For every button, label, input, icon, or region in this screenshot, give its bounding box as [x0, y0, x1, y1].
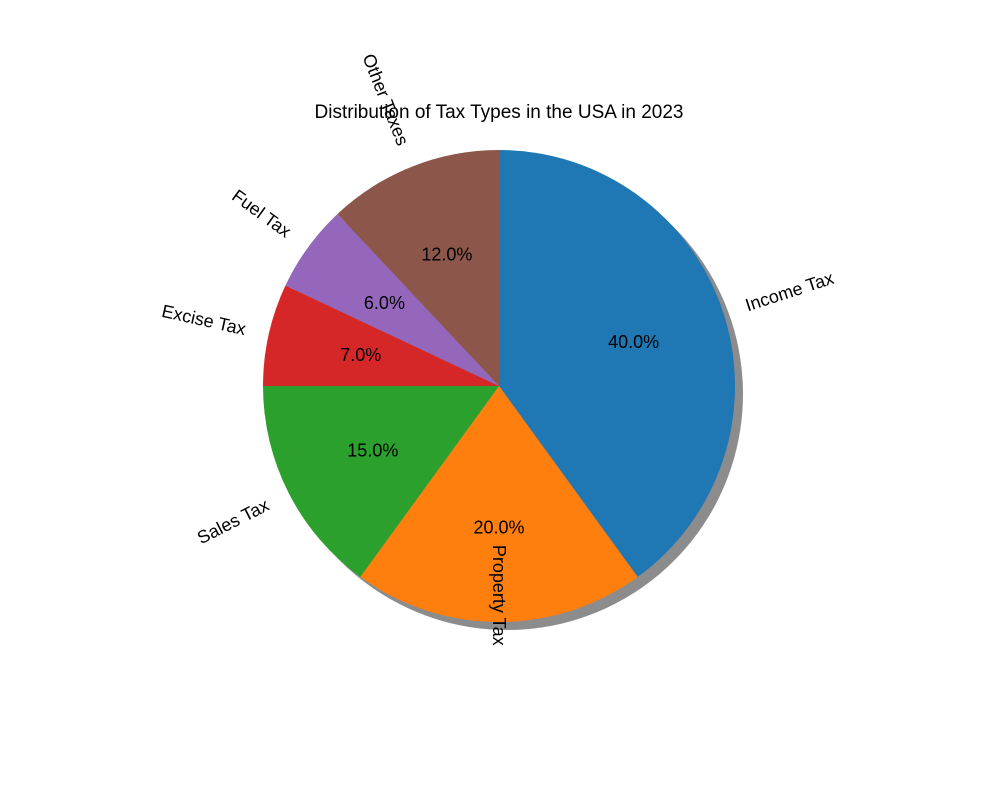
pie-slice-income-tax	[499, 150, 736, 577]
pie-slice-property-tax	[360, 386, 638, 623]
pie-value-label-sales-tax: 15.0%	[347, 440, 398, 460]
pie-value-label-excise-tax: 7.0%	[340, 345, 381, 365]
pie-slice-sales-tax	[263, 386, 499, 577]
percentage-label-layer: 40.0% 20.0% 15.0% 7.0% 6.0% 12.0%	[340, 244, 659, 537]
chart-title: Distribution of Tax Types in the USA in …	[315, 102, 684, 123]
pie-slice-other-taxes	[337, 150, 499, 386]
pie-category-label-excise-tax: Excise Tax	[160, 301, 248, 339]
pie-slice-layer	[263, 150, 736, 623]
pie-category-label-property-tax: Property Tax	[489, 545, 509, 646]
pie-value-label-income-tax: 40.0%	[608, 332, 659, 352]
pie-category-label-sales-tax: Sales Tax	[194, 495, 272, 548]
pie-value-label-other-taxes: 12.0%	[421, 244, 472, 264]
pie-slice-excise-tax	[263, 285, 499, 386]
pie-slice-fuel-tax	[285, 213, 499, 386]
pie-value-label-property-tax: 20.0%	[473, 518, 524, 538]
pie-value-label-fuel-tax: 6.0%	[364, 293, 405, 313]
pie-category-label-other-taxes: Other Taxes	[359, 51, 413, 148]
pie-category-label-fuel-tax: Fuel Tax	[228, 186, 295, 242]
pie-category-label-income-tax: Income Tax	[743, 268, 836, 315]
